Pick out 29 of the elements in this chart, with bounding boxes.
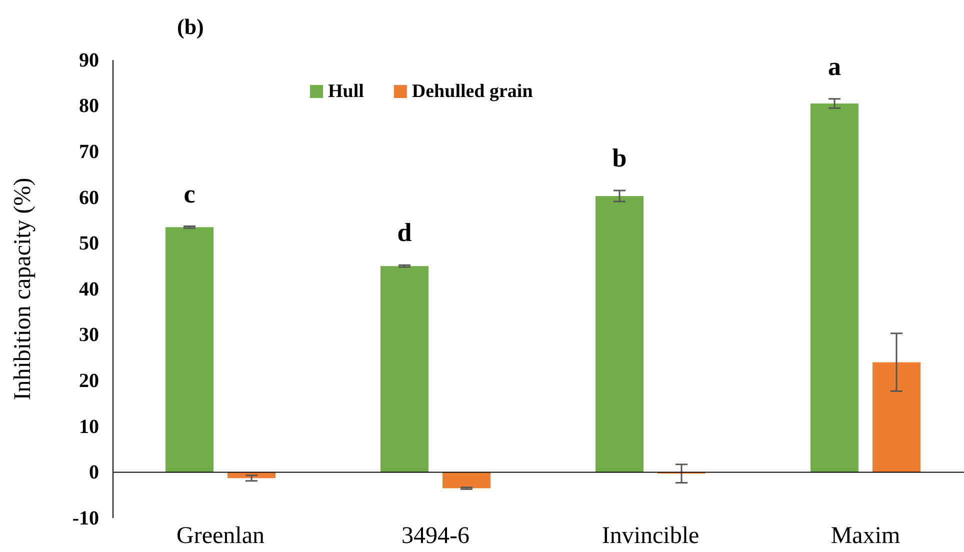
bar	[442, 472, 490, 488]
chart-title: (b)	[177, 14, 204, 39]
bar	[872, 362, 920, 472]
annotation: d	[397, 218, 412, 248]
bar	[166, 227, 214, 472]
y-tick-label: 10	[79, 416, 99, 438]
y-tick-label: 30	[79, 324, 99, 346]
y-tick-label: 50	[79, 232, 99, 255]
y-tick-label: 0	[89, 462, 99, 484]
x-tick-label: Invincible	[602, 523, 700, 550]
x-tick-label: Maxim	[830, 523, 900, 550]
annotation: a	[828, 52, 841, 81]
x-tick-label: Greenlan	[176, 523, 264, 550]
x-tick-label: 3494-6	[402, 523, 470, 550]
y-tick-label: 70	[79, 141, 99, 163]
y-axis-title: Inhibition capacity (%)	[10, 178, 36, 400]
bar	[596, 196, 644, 472]
y-tick-label: 40	[79, 278, 99, 300]
legend-label: Hull	[328, 81, 364, 102]
y-tick-label: 20	[79, 370, 99, 392]
bar	[810, 104, 858, 472]
legend-label: Dehulled grain	[412, 81, 534, 102]
y-tick-label: 80	[79, 95, 99, 118]
annotation: c	[184, 179, 196, 208]
y-tick-label: -10	[72, 507, 99, 530]
y-tick-label: 90	[79, 49, 99, 72]
annotation: b	[612, 144, 627, 173]
bar	[380, 266, 428, 472]
y-tick-label: 60	[79, 186, 99, 209]
